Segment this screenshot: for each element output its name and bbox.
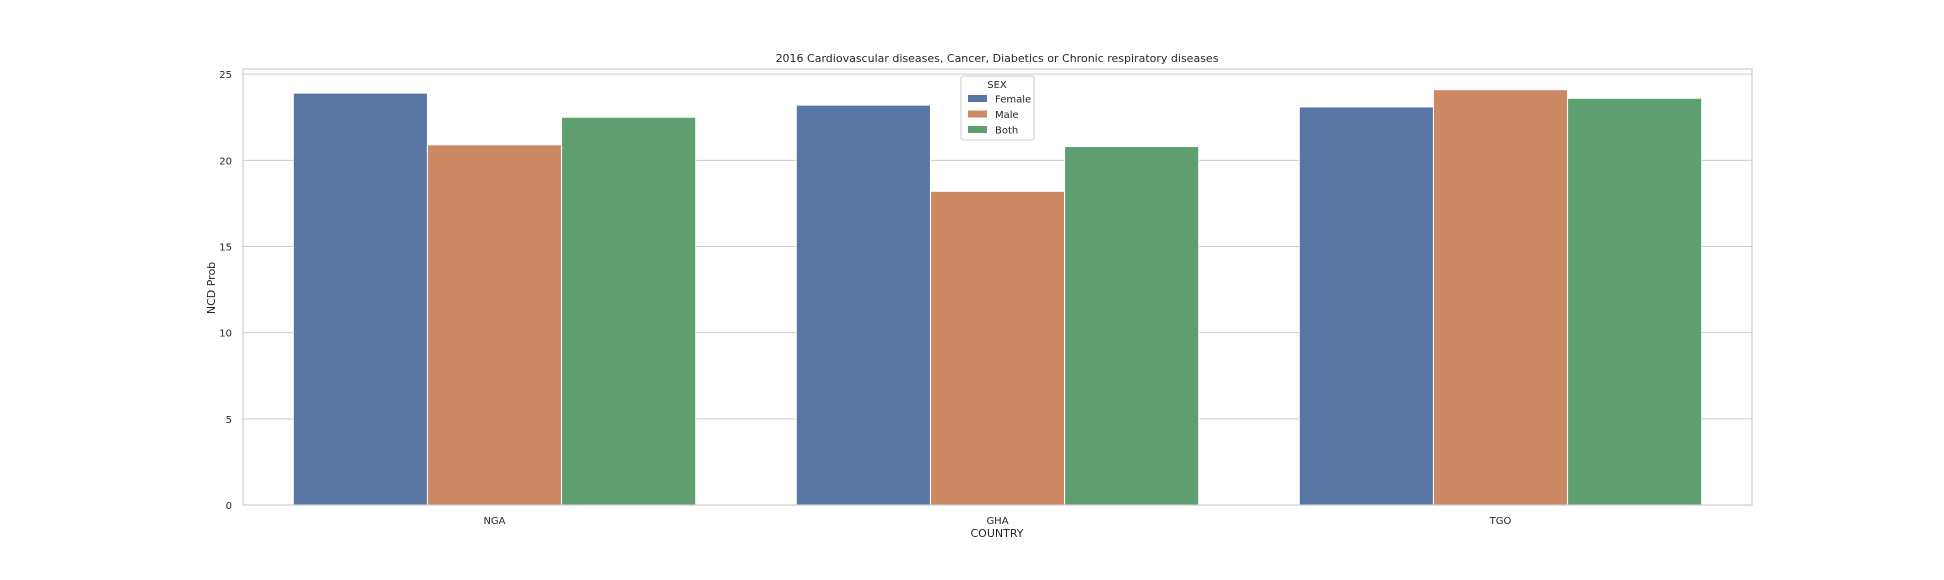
y-tick-label: 15 (219, 243, 232, 254)
legend-swatch-male (968, 110, 987, 118)
axis-layer: 0 5 10 15 20 25 NGA GHA TGO (219, 68, 1753, 527)
legend-label-female: Female (995, 95, 1031, 106)
x-tick-label: GHA (986, 516, 1008, 527)
y-tick-label: 0 (226, 501, 232, 512)
plot-frame (242, 68, 1753, 506)
bar-nga-female (292, 92, 428, 506)
legend-title: SEX (987, 80, 1007, 91)
legend-box (960, 75, 1035, 141)
bar-gha-female (795, 104, 931, 506)
bar-tgo-male (1432, 89, 1569, 506)
y-tick-label: 25 (219, 70, 232, 81)
chart-title: 2016 Cardiovascular diseases, Cancer, Di… (776, 52, 1219, 65)
y-axis-label: NCD Prob (205, 262, 218, 314)
bar-nga-male (426, 144, 563, 506)
legend: SEX Female Male Both (960, 75, 1035, 141)
x-axis-label: COUNTRY (971, 527, 1024, 540)
bar-gha-male (929, 190, 1066, 506)
legend-label-male: Male (995, 110, 1019, 121)
bar-gha-both (1064, 146, 1200, 506)
x-tick-label: TGO (1489, 516, 1512, 527)
y-tick-label: 5 (226, 415, 232, 426)
y-tick-label: 10 (219, 329, 232, 340)
bar-nga-both (561, 116, 697, 506)
bar-layer (292, 89, 1703, 506)
legend-swatch-female (968, 95, 987, 102)
y-tick-label: 20 (219, 156, 232, 167)
legend-swatch-both (968, 126, 987, 133)
x-tick-label: NGA (483, 516, 505, 527)
bar-tgo-both (1567, 97, 1703, 506)
legend-items: Female Male Both (968, 95, 1031, 137)
bar-tgo-female (1298, 106, 1434, 506)
legend-label-both: Both (995, 126, 1018, 137)
